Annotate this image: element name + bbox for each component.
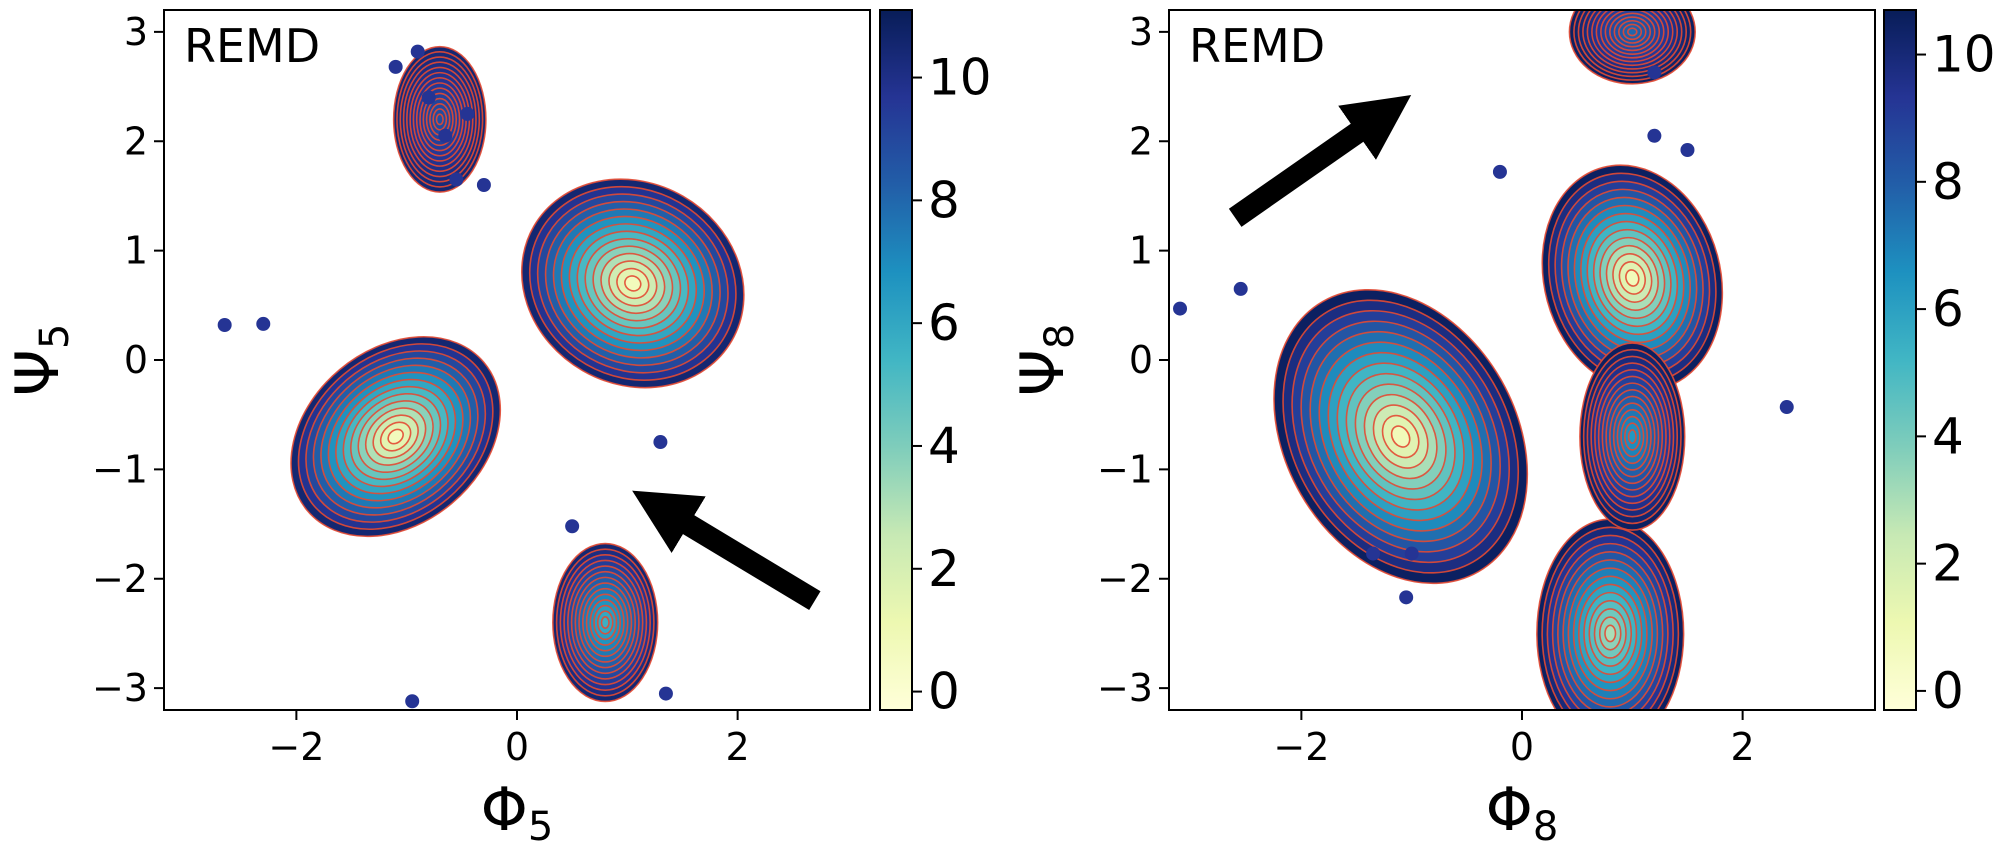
scatter-point (388, 59, 403, 74)
colorbar-tick-label: 6 (928, 294, 960, 352)
colorbar-tick-label: 4 (928, 417, 960, 475)
x-tick-label: 2 (726, 725, 750, 769)
y-tick-label: 3 (124, 10, 148, 54)
colorbar: 0 2 4 6 8 10 (879, 9, 992, 721)
x-tick-label: −2 (268, 725, 324, 769)
scatter-point (438, 128, 453, 143)
basin-2 (552, 542, 659, 703)
basin-3 (392, 45, 487, 193)
fe-contour (600, 616, 610, 629)
basin-2 (1536, 518, 1685, 710)
panel-label: REMD (184, 19, 320, 73)
arrow-annotation (1228, 95, 1412, 227)
y-tick-label: −3 (92, 666, 148, 710)
basin-3 (1579, 342, 1686, 531)
scatter-point (653, 435, 668, 450)
fe-contour (624, 275, 642, 292)
x-tick-label: 0 (505, 725, 529, 769)
y-axis-label: Ψ8 (1008, 324, 1083, 397)
y-tick-label: −1 (1097, 447, 1153, 491)
colorbar: 0 2 4 6 8 10 (1883, 9, 1996, 720)
axis-ticks: −2 0 2 −3 −2 −1 0 1 2 3 (92, 10, 750, 769)
scatter-point (1173, 301, 1188, 316)
basin-1 (520, 178, 745, 389)
colorbar-tick-label: 6 (1932, 280, 1964, 338)
plot-area (1173, 10, 1794, 710)
colorbar-tick-label: 8 (1932, 153, 1964, 211)
scatter-point (1680, 143, 1695, 157)
arrow-annotation (632, 490, 821, 611)
scatter-point (1779, 400, 1794, 415)
scatter-point (1647, 128, 1662, 143)
plot-frame (163, 9, 871, 711)
x-tick-label: −2 (1273, 725, 1329, 769)
colorbar-gradient (1883, 9, 1917, 711)
colorbar-tick-label: 2 (928, 540, 960, 598)
y-tick-label: −1 (92, 447, 148, 491)
colorbar-tick-label: 10 (928, 49, 992, 107)
panel-label: REMD (1189, 19, 1325, 73)
fe-contour (1627, 27, 1638, 37)
colorbar-tick-label: 10 (1932, 26, 1996, 84)
scatter-point (476, 178, 491, 192)
scatter-point (217, 318, 232, 332)
fe-contour (387, 428, 404, 445)
x-tick-label: 2 (1731, 725, 1755, 769)
scatter-point (1366, 546, 1381, 561)
y-tick-label: −3 (1097, 666, 1153, 710)
x-axis-label: Φ5 (481, 775, 554, 846)
y-tick-label: 0 (124, 338, 148, 382)
scatter-point (1404, 546, 1419, 561)
scatter-point (410, 44, 425, 59)
basin-0 (1273, 288, 1529, 585)
scatter-point (1492, 164, 1507, 179)
colorbar-tick-label: 4 (1932, 407, 1964, 465)
scatter-point (658, 686, 673, 701)
fe-contour (435, 113, 444, 126)
fe-contour (1390, 425, 1411, 448)
y-tick-label: 1 (1129, 229, 1153, 273)
scatter-point (1233, 281, 1248, 296)
scatter-point (460, 106, 475, 121)
scatter-point (449, 172, 464, 187)
scatter-point (565, 519, 580, 534)
scatter-point (405, 694, 420, 709)
colorbar-ticks: 0 2 4 6 8 10 (1916, 26, 1996, 720)
basin-1 (1541, 164, 1724, 392)
panel-phi8-psi8: −2 0 2 −3 −2 −1 0 1 2 3 REMD Φ8 Ψ8 0 2 4 6 8 10 (1008, 9, 1996, 846)
fe-contour (1604, 624, 1617, 643)
axis-ticks: −2 0 2 −3 −2 −1 0 1 2 3 (1097, 10, 1755, 769)
scatter-point (1647, 65, 1662, 80)
x-axis-label: Φ8 (1486, 775, 1559, 846)
colorbar-tick-label: 0 (928, 663, 960, 721)
colorbar-tick-label: 0 (1932, 662, 1964, 720)
plot-frame (1168, 9, 1876, 711)
plot-area (217, 44, 821, 709)
basin-0 (290, 335, 502, 538)
colorbar-tick-label: 8 (928, 171, 960, 229)
y-axis-label: Ψ5 (3, 324, 78, 397)
fe-contour (1627, 429, 1637, 445)
y-tick-label: 3 (1129, 10, 1153, 54)
y-tick-label: 0 (1129, 338, 1153, 382)
scatter-point (256, 316, 271, 331)
y-tick-label: −2 (92, 557, 148, 601)
y-tick-label: 2 (124, 119, 148, 163)
x-tick-label: 0 (1510, 725, 1534, 769)
scatter-point (1399, 590, 1414, 605)
fe-contour (1625, 269, 1640, 287)
colorbar-tick-label: 2 (1932, 535, 1964, 593)
panel-phi5-psi5: −2 0 2 −3 −2 −1 0 1 2 3 REMD Φ5 Ψ5 0 2 4 6 8 10 (3, 9, 992, 846)
scatter-point (421, 90, 436, 105)
y-tick-label: 2 (1129, 119, 1153, 163)
basin-4 (1568, 10, 1696, 85)
y-tick-label: 1 (124, 229, 148, 273)
colorbar-gradient (879, 9, 913, 711)
colorbar-ticks: 0 2 4 6 8 10 (912, 49, 992, 721)
y-tick-label: −2 (1097, 557, 1153, 601)
